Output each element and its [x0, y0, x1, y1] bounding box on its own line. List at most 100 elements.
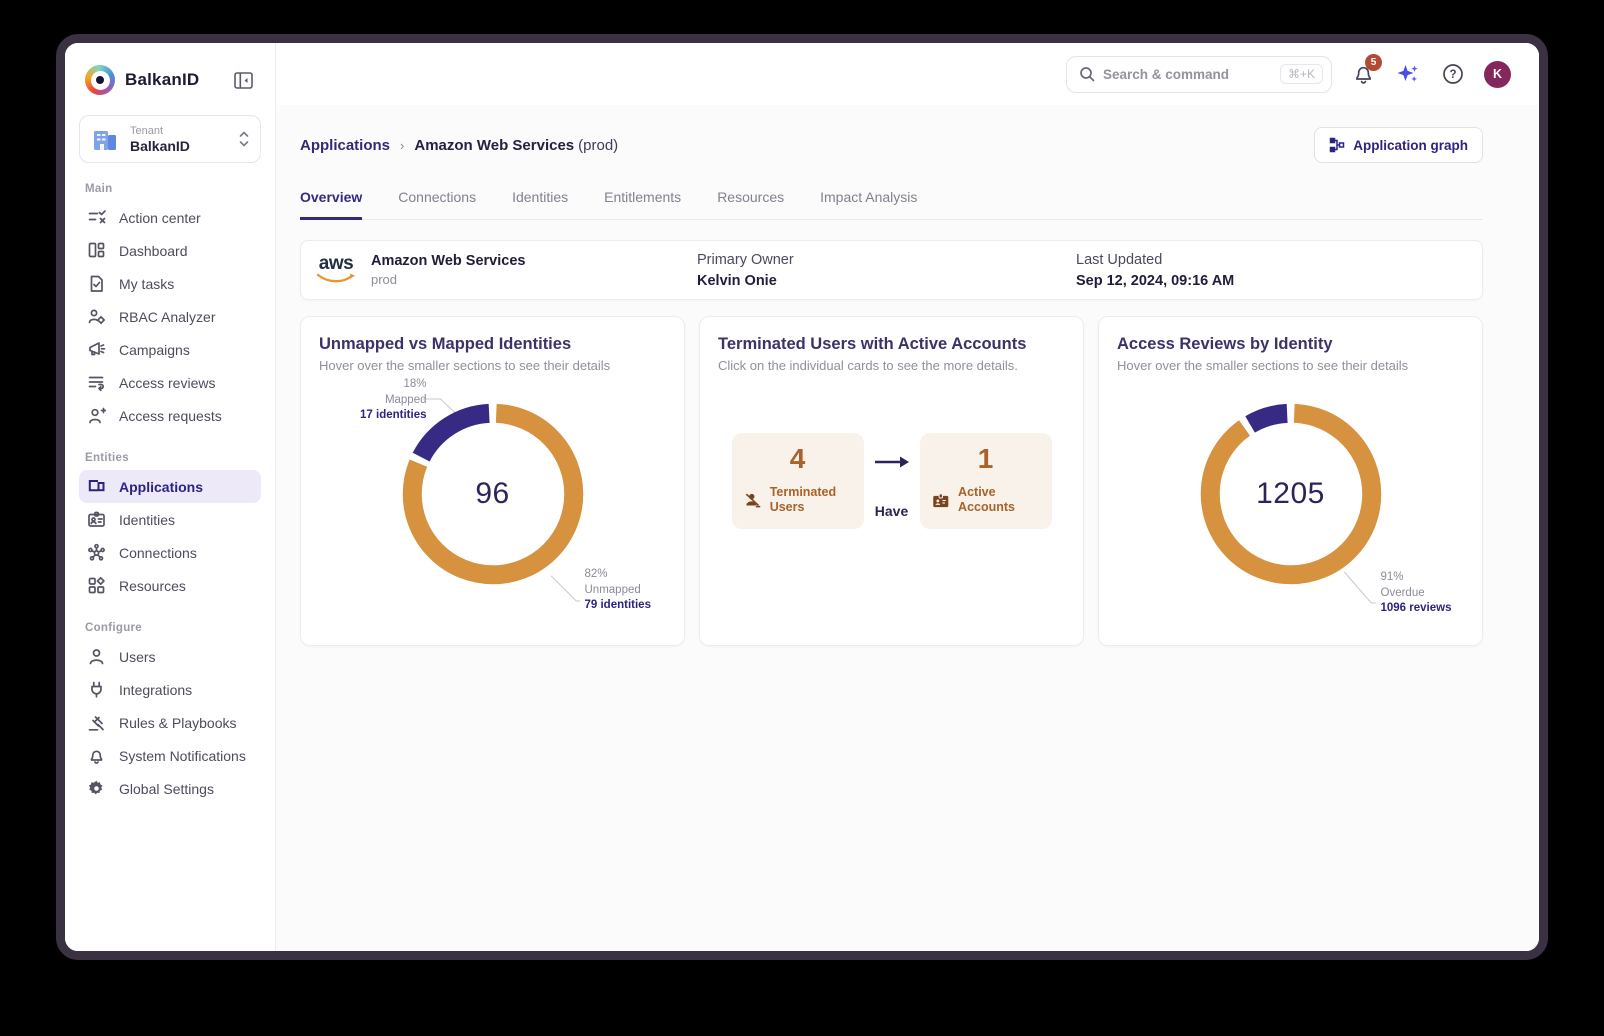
tab-entitlements[interactable]: Entitlements — [604, 189, 682, 205]
active-accounts-tile[interactable]: 1 Active Accounts — [919, 433, 1052, 529]
donut-chart-identities: 96 18% Mapped 17 identities 82% Unmapped… — [319, 377, 666, 635]
sidebar-item-applications[interactable]: Applications — [79, 470, 261, 503]
sidebar-item-rules-playbooks[interactable]: Rules & Playbooks — [79, 706, 261, 739]
sidebar-item-action-center[interactable]: Action center — [79, 201, 261, 234]
donut-total: 1205 — [1256, 477, 1325, 510]
sidebar-item-access-reviews[interactable]: Access reviews — [79, 366, 261, 399]
card-subtitle: Hover over the smaller sections to see t… — [1117, 358, 1409, 373]
card-access-reviews: Access Reviews by Identity Hover over th… — [1098, 316, 1483, 646]
breadcrumb-current: Amazon Web Services (prod) — [414, 136, 619, 154]
sidebar-item-label: Dashboard — [119, 242, 188, 259]
sidebar-item-rbac-analyzer[interactable]: RBAC Analyzer — [79, 300, 261, 333]
sidebar-item-label: Campaigns — [119, 341, 190, 358]
balkanid-logo-icon — [85, 65, 115, 95]
sidebar-item-label: System Notifications — [119, 747, 246, 764]
nav-section-label: Main — [85, 183, 113, 195]
page-content: Applications › Amazon Web Services (prod)… — [276, 105, 1539, 951]
search-box[interactable]: ⌘+K — [1066, 55, 1332, 93]
tenant-name: BalkanID — [130, 137, 190, 154]
arrow-right-icon — [874, 456, 909, 468]
environment-suffix: (prod) — [578, 136, 619, 154]
notification-count-badge: 5 — [1365, 54, 1382, 71]
app-info-bar: aws Amazon Web Services prod Primary Own… — [300, 240, 1483, 300]
tab-impact-analysis[interactable]: Impact Analysis — [820, 189, 918, 205]
sidebar-item-label: My tasks — [119, 275, 175, 292]
bell-icon — [1355, 66, 1371, 84]
dashboard-icon — [87, 241, 106, 260]
notifications-button[interactable]: 5 — [1349, 54, 1382, 88]
brand-header: BalkanID — [79, 61, 261, 99]
tab-bar: Overview Connections Identities Entitlement… — [300, 189, 1483, 220]
sparkles-icon — [1397, 65, 1418, 82]
flow-connector-label: Have — [874, 503, 909, 519]
person-icon — [87, 647, 106, 666]
breadcrumb-applications[interactable]: Applications — [300, 136, 391, 154]
nav-section-label: Configure — [85, 622, 142, 634]
help-circle-icon: ? — [1443, 64, 1463, 84]
sidebar-item-dashboard[interactable]: Dashboard — [79, 234, 261, 267]
tenant-selector[interactable]: Tenant BalkanID — [79, 115, 261, 163]
application-graph-button[interactable]: Application graph — [1314, 127, 1483, 163]
sidebar-item-system-notifications[interactable]: System Notifications — [79, 739, 261, 772]
search-input[interactable] — [1103, 66, 1272, 82]
sidebar-item-label: Global Settings — [119, 780, 214, 797]
card-terminated-users: Terminated Users with Active Accounts Cl… — [699, 316, 1084, 646]
sidebar-item-label: Applications — [119, 478, 204, 495]
sidebar-item-label: Identities — [119, 511, 176, 528]
card-unmapped-vs-mapped: Unmapped vs Mapped Identities Hover over… — [300, 316, 685, 646]
sidebar-item-global-settings[interactable]: Global Settings — [79, 772, 261, 805]
sidebar-item-integrations[interactable]: Integrations — [79, 673, 261, 706]
main-area: ⌘+K 5 ? — [276, 43, 1539, 951]
assistant-button[interactable] — [1394, 60, 1422, 88]
tab-resources[interactable]: Resources — [717, 189, 785, 205]
sidebar-item-campaigns[interactable]: Campaigns — [79, 333, 261, 366]
card-title: Unmapped vs Mapped Identities — [319, 335, 572, 353]
last-updated-label: Last Updated — [1076, 251, 1163, 268]
topbar: ⌘+K 5 ? — [276, 43, 1539, 105]
building-icon — [94, 131, 116, 150]
sidebar-item-label: Resources — [119, 577, 186, 594]
sidebar-item-access-requests[interactable]: Access requests — [79, 399, 261, 432]
resources-icon — [87, 576, 106, 595]
sidebar-collapse-icon[interactable] — [231, 68, 255, 92]
nav-section-label: Entities — [85, 452, 129, 464]
app-window: BalkanID Tenant BalkanID — [56, 34, 1548, 960]
breadcrumb-separator-icon: › — [400, 137, 405, 153]
tab-identities[interactable]: Identities — [512, 189, 569, 205]
gear-icon — [87, 779, 106, 798]
sidebar-item-label: Connections — [119, 544, 197, 561]
svg-text:?: ? — [1449, 69, 1456, 81]
sidebar-item-label: RBAC Analyzer — [119, 308, 216, 325]
sidebar: BalkanID Tenant BalkanID — [65, 43, 276, 951]
primary-owner-label: Primary Owner — [697, 251, 794, 268]
bell-icon — [87, 746, 106, 765]
sidebar-item-connections[interactable]: Connections — [79, 536, 261, 569]
sidebar-item-my-tasks[interactable]: My tasks — [79, 267, 261, 300]
megaphone-icon — [87, 340, 106, 359]
sidebar-item-label: Access requests — [119, 407, 222, 424]
sidebar-nav: Main Action center Dashboard My tasks RBAC A… — [79, 183, 261, 805]
tab-connections[interactable]: Connections — [398, 189, 477, 205]
sidebar-item-identities[interactable]: Identities — [79, 503, 261, 536]
help-button[interactable]: ? — [1439, 60, 1467, 88]
sidebar-item-label: Integrations — [119, 681, 193, 698]
user-avatar[interactable]: K — [1484, 60, 1511, 88]
app-environment: prod — [371, 272, 398, 287]
sidebar-item-resources[interactable]: Resources — [79, 569, 261, 602]
breadcrumb: Applications › Amazon Web Services (prod) — [300, 137, 618, 154]
callout-unmapped: 82% Unmapped 79 identities — [584, 568, 651, 612]
brand-name: BalkanID — [125, 70, 200, 89]
id-badge-icon — [932, 492, 948, 507]
sidebar-item-label: Users — [119, 648, 156, 665]
id-badge-icon — [87, 510, 106, 529]
donut-total: 96 — [475, 477, 510, 510]
sidebar-item-label: Access reviews — [119, 374, 216, 391]
tab-overview[interactable]: Overview — [300, 189, 363, 220]
sidebar-item-users[interactable]: Users — [79, 640, 261, 673]
card-title: Terminated Users with Active Accounts — [718, 335, 1027, 353]
card-subtitle: Click on the individual cards to see the… — [718, 358, 1018, 373]
applications-icon — [87, 477, 106, 496]
terminated-users-tile[interactable]: 4 Terminated Users — [731, 433, 864, 529]
donut-chart-reviews: 1205 91% Overdue 1096 reviews — [1117, 377, 1464, 635]
person-add-icon — [87, 406, 106, 425]
